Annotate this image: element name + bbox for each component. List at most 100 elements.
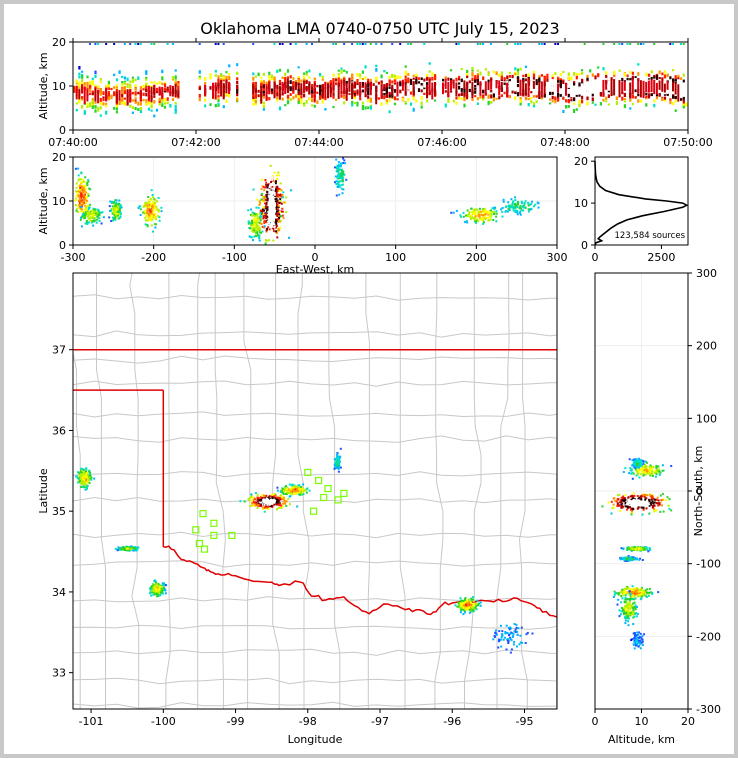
plan-view-density-cell [339,447,342,450]
altitude-eastwest-density-cell [86,199,89,202]
altitude-time-density-cell [73,85,76,90]
altitude-eastwest-density-cell [340,171,343,174]
altitude-time-density-cell [361,43,364,45]
plan-view-density-cell [86,475,89,478]
altitude-time-density-cell [508,84,511,88]
altitude-time-core-stripe [214,82,217,100]
altitude-time-density-cell [311,94,314,98]
altitude-time-density-cell [554,96,557,101]
plan-view-density-cell [457,601,460,604]
altitude-eastwest-density-cell [281,207,284,210]
altitude-time-density-cell [680,43,682,45]
plan-view-density-cell [280,504,283,507]
altitude-eastwest-density-cell [95,221,98,224]
altitude-time-density-cell [367,89,370,93]
altitude-time-core-stripe [442,82,444,95]
altitude-time-density-cell [474,78,477,83]
altitude-time-density-cell [492,93,495,98]
altitude-time-density-cell [562,88,565,93]
altitude-time-density-cell [482,97,485,101]
altitude-time-density-cell [506,75,509,80]
altitude-time-density-cell [228,93,231,98]
altitude-time-density-cell [455,43,458,45]
altitude-time-density-cell [380,43,383,45]
altitude-time-density-cell [321,78,324,81]
altitude-time-density-cell [262,101,265,104]
altitude-time-density-cell [581,88,584,93]
altitude-time-core-stripe [639,80,642,98]
altitude-eastwest-density-cell [263,225,266,228]
altitude-time-density-cell [426,76,429,81]
altitude-time-density-cell [653,99,656,103]
altitude-time-density-cell [385,90,388,94]
altitude-time-density-cell [129,83,132,88]
altitude-eastwest-density-cell [341,192,344,195]
altitude-time-core-stripe [174,83,177,98]
altitude-eastwest-density-cell [150,209,153,212]
altitude-eastwest-density-cell [459,215,462,218]
plan-view-density-cell [78,474,81,477]
altitude-eastwest-density-cell [507,204,510,207]
altitude-eastwest-density-cell [74,167,77,170]
altitude-time-density-cell [532,95,536,98]
altitude-time-core-stripe [674,82,677,95]
altitude-time-density-cell [399,75,402,79]
altitude-time-density-cell [428,78,431,82]
altitude-eastwest-density-cell [334,166,336,169]
altitude-time-core-stripe [672,81,674,92]
altitude-time-core-stripe [404,82,407,94]
altitude-eastwest-density-cell [265,183,268,186]
plan-view-density-cell [128,547,131,550]
altitude-eastwest-density-cell [83,212,86,215]
altitude-time-density-cell [391,96,394,100]
altitude-eastwest-density-cell [117,203,120,206]
altitude-eastwest-density-cell [273,205,276,207]
altitude-time-density-cell [385,71,388,74]
altitude-time-density-cell [407,90,410,94]
plan-view-density-cell [250,499,253,502]
plan-view-density-cell [459,608,462,611]
altitude-time-density-cell [161,103,164,107]
altitude-eastwest-density-cell [83,180,85,183]
altitude-time-density-cell [91,80,94,83]
altitude-time-density-cell [364,106,367,110]
plan-view-density-cell [266,497,268,500]
altitude-eastwest-density-cell [288,236,290,239]
altitude-eastwest-density-cell [86,184,89,186]
altitude-eastwest-density-cell [282,191,285,194]
plan-view-density-cell [149,588,152,591]
altitude-eastwest-density-cell [274,226,277,229]
altitude-time-density-cell [273,76,276,80]
plan-view-density-cell [128,549,131,552]
altitude-time-density-cell [503,80,506,83]
altitude-time-density-cell [423,43,426,45]
altitude-time-density-cell [543,93,546,98]
plan-view-density-cell [270,505,273,508]
altitude-time-core-stripe [658,80,661,90]
plan-view-density-cell [456,605,459,608]
altitude-time-density-cell [121,97,124,101]
county-boundary-line [272,273,280,709]
altitude-time-density-cell [236,77,239,81]
altitude-eastwest-density-cell [81,185,84,188]
altitude-time-density-cell [171,76,175,80]
plan-view-density-cell [257,504,259,507]
plan-view-density-cell [88,482,91,485]
altitude-time-core-stripe [369,82,372,96]
altitude-time-density-cell [557,92,560,96]
plan-view-density-cell [84,478,87,481]
plan-view-density-cell [121,547,124,550]
altitude-histogram-x-tick-label: 0 [592,251,599,264]
altitude-time-density-cell [471,73,474,77]
altitude-time-density-cell [573,109,576,113]
plan-view-density-cell [161,589,164,592]
plan-view-density-cell [282,493,285,495]
altitude-time-density-cell [549,98,552,101]
altitude-time-density-cell [171,43,174,45]
plan-view-density-cell [80,475,83,478]
altitude-time-density-cell [284,104,287,107]
altitude-time-density-cell [217,43,220,45]
altitude-time-density-cell [359,73,362,77]
altitude-time-density-cell [174,108,177,112]
altitude-time-density-cell [514,72,517,75]
